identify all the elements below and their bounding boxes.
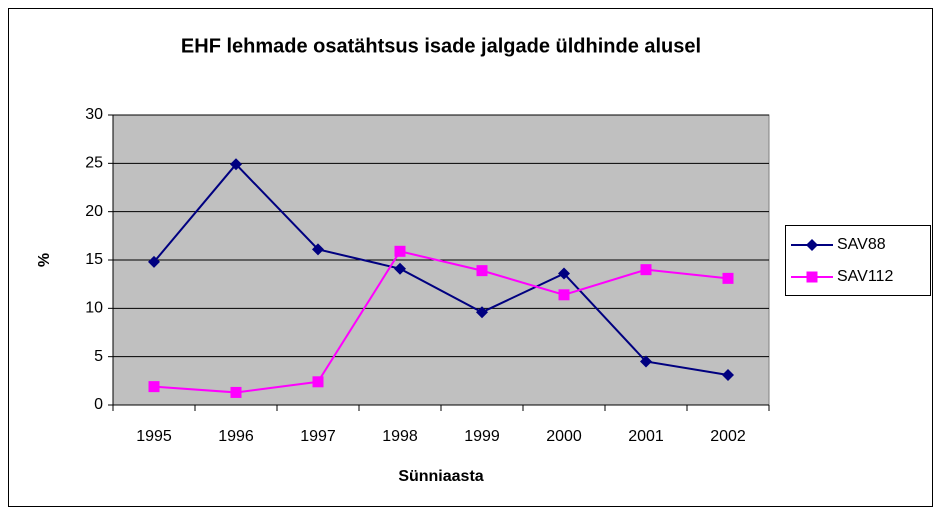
x-tick-label: 2001 xyxy=(628,428,664,445)
data-point xyxy=(148,255,160,268)
x-axis-title: Sünniaasta xyxy=(398,468,483,485)
legend-marker xyxy=(806,271,818,283)
x-tick-label: 2000 xyxy=(546,428,582,445)
data-point xyxy=(394,262,406,275)
y-axis-title: % xyxy=(36,253,53,267)
data-point xyxy=(476,306,488,319)
data-point xyxy=(230,158,242,171)
legend-box xyxy=(785,225,931,296)
data-point xyxy=(312,243,324,256)
y-tick-label: 20 xyxy=(85,203,103,220)
y-tick-label: 10 xyxy=(85,300,103,317)
legend-label: SAV112 xyxy=(837,268,893,285)
legend-label: SAV88 xyxy=(837,236,886,253)
legend-marker xyxy=(806,239,818,251)
data-point xyxy=(722,369,734,382)
data-point xyxy=(640,355,652,368)
data-point xyxy=(312,376,324,388)
data-point xyxy=(558,267,570,280)
data-point xyxy=(230,386,242,398)
y-tick-label: 0 xyxy=(94,396,103,413)
x-tick-label: 1995 xyxy=(136,428,172,445)
series-line xyxy=(153,162,729,377)
data-point xyxy=(640,264,652,276)
data-point xyxy=(476,265,488,277)
data-point xyxy=(722,272,734,284)
series-line xyxy=(153,250,729,394)
data-point xyxy=(148,381,160,393)
x-tick-label: 1997 xyxy=(300,428,336,445)
y-tick-label: 5 xyxy=(94,348,103,365)
x-tick-label: 1996 xyxy=(218,428,254,445)
x-tick-label: 1998 xyxy=(382,428,418,445)
data-point xyxy=(394,245,406,257)
y-tick-label: 15 xyxy=(85,251,103,268)
x-tick-label: 1999 xyxy=(464,428,500,445)
y-tick-label: 25 xyxy=(85,155,103,172)
x-tick-label: 2002 xyxy=(710,428,746,445)
chart-title: EHF lehmade osatähtsus isade jalgade üld… xyxy=(181,35,701,57)
data-point xyxy=(558,289,570,301)
y-tick-label: 30 xyxy=(85,106,103,123)
